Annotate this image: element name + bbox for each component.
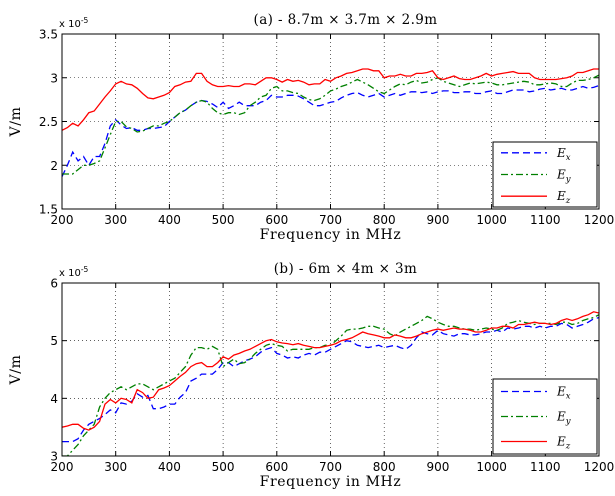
x-tick-label: 200 bbox=[51, 460, 74, 474]
series-line-ez bbox=[62, 68, 599, 131]
x-tick-label: 1100 bbox=[530, 213, 561, 227]
y-multiplier-label: x 10-5 bbox=[59, 16, 89, 30]
x-tick-label: 800 bbox=[373, 460, 396, 474]
y-tick-label: 4 bbox=[50, 392, 58, 406]
y-tick-label: 5 bbox=[50, 334, 58, 348]
legend-box bbox=[492, 141, 598, 208]
chart-panel-a: 200 300 400 500 600 700 800 900 1000 1100 1200 1.5 2… bbox=[8, 12, 614, 243]
axes-frame bbox=[61, 33, 600, 210]
x-axis-label: Frequency in MHz bbox=[260, 474, 402, 490]
x-tick-label: 1200 bbox=[584, 213, 615, 227]
x-tick-label: 700 bbox=[319, 460, 342, 474]
x-tick-label: 1100 bbox=[530, 460, 561, 474]
y-tick-label: 3.5 bbox=[39, 28, 58, 42]
series-line-ey bbox=[62, 74, 599, 175]
x-tick-label: 400 bbox=[158, 213, 181, 227]
x-tick-label: 900 bbox=[426, 460, 449, 474]
axes-frame bbox=[61, 282, 600, 457]
chart-panel-b: 200 300 400 500 600 700 800 900 1000 1100 1200 3 4 5 6… bbox=[8, 261, 614, 490]
chart-title: (a) - 8.7m × 3.7m × 2.9m bbox=[254, 12, 438, 28]
legend-box bbox=[492, 378, 598, 455]
x-tick-label: 400 bbox=[158, 460, 181, 474]
x-tick-label: 300 bbox=[104, 213, 127, 227]
y-tick-label: 1.5 bbox=[39, 203, 58, 217]
x-tick-label: 500 bbox=[212, 213, 235, 227]
x-tick-label: 600 bbox=[265, 213, 288, 227]
x-axis-label: Frequency in MHz bbox=[260, 227, 402, 243]
series-line-ex bbox=[62, 84, 599, 177]
series-line-ex bbox=[62, 316, 599, 443]
y-tick-label: 3 bbox=[50, 450, 58, 464]
y-tick-label: 3 bbox=[50, 71, 58, 85]
x-tick-label: 300 bbox=[104, 460, 127, 474]
y-tick-label: 2 bbox=[50, 159, 58, 173]
x-tick-label: 200 bbox=[51, 213, 74, 227]
series-line-ez bbox=[62, 311, 599, 431]
y-multiplier-label: x 10-5 bbox=[59, 265, 89, 279]
x-tick-label: 600 bbox=[265, 460, 288, 474]
y-axis-label: V/m bbox=[8, 355, 24, 386]
chart-title: (b) - 6m × 4m × 3m bbox=[274, 261, 417, 277]
x-tick-label: 1000 bbox=[476, 460, 507, 474]
y-tick-label: 2.5 bbox=[39, 115, 58, 129]
y-axis-label: V/m bbox=[8, 107, 24, 138]
x-tick-label: 1200 bbox=[584, 460, 615, 474]
x-tick-label: 800 bbox=[373, 213, 396, 227]
x-tick-label: 700 bbox=[319, 213, 342, 227]
x-tick-label: 500 bbox=[212, 460, 235, 474]
y-tick-label: 6 bbox=[50, 277, 58, 291]
x-tick-label: 900 bbox=[426, 213, 449, 227]
x-tick-label: 1000 bbox=[476, 213, 507, 227]
